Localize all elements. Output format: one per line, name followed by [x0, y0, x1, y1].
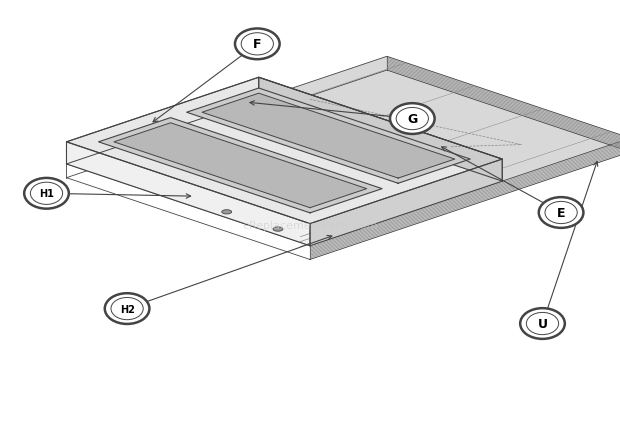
Polygon shape	[259, 78, 502, 182]
Circle shape	[111, 298, 143, 320]
Polygon shape	[387, 57, 620, 153]
Polygon shape	[310, 139, 620, 260]
Polygon shape	[99, 118, 382, 213]
Text: H2: H2	[120, 304, 135, 314]
Polygon shape	[66, 57, 620, 246]
Circle shape	[539, 198, 583, 228]
Circle shape	[390, 104, 435, 135]
Polygon shape	[202, 94, 455, 178]
Polygon shape	[310, 160, 502, 246]
Circle shape	[24, 178, 69, 209]
Ellipse shape	[273, 227, 283, 232]
Polygon shape	[66, 142, 310, 246]
Text: U: U	[538, 317, 547, 330]
Polygon shape	[66, 78, 259, 164]
Circle shape	[545, 202, 577, 224]
Circle shape	[241, 34, 273, 56]
Text: H1: H1	[39, 189, 54, 199]
Text: F: F	[253, 38, 262, 51]
Circle shape	[526, 313, 559, 335]
Text: eReplacementParts.com: eReplacementParts.com	[242, 221, 378, 231]
Circle shape	[520, 308, 565, 339]
Circle shape	[105, 294, 149, 324]
Circle shape	[30, 183, 63, 205]
Circle shape	[396, 108, 428, 130]
Polygon shape	[66, 78, 502, 224]
Circle shape	[235, 29, 280, 60]
Text: E: E	[557, 207, 565, 219]
Text: G: G	[407, 113, 417, 126]
Polygon shape	[114, 124, 366, 208]
Polygon shape	[187, 89, 470, 184]
Ellipse shape	[222, 210, 232, 214]
